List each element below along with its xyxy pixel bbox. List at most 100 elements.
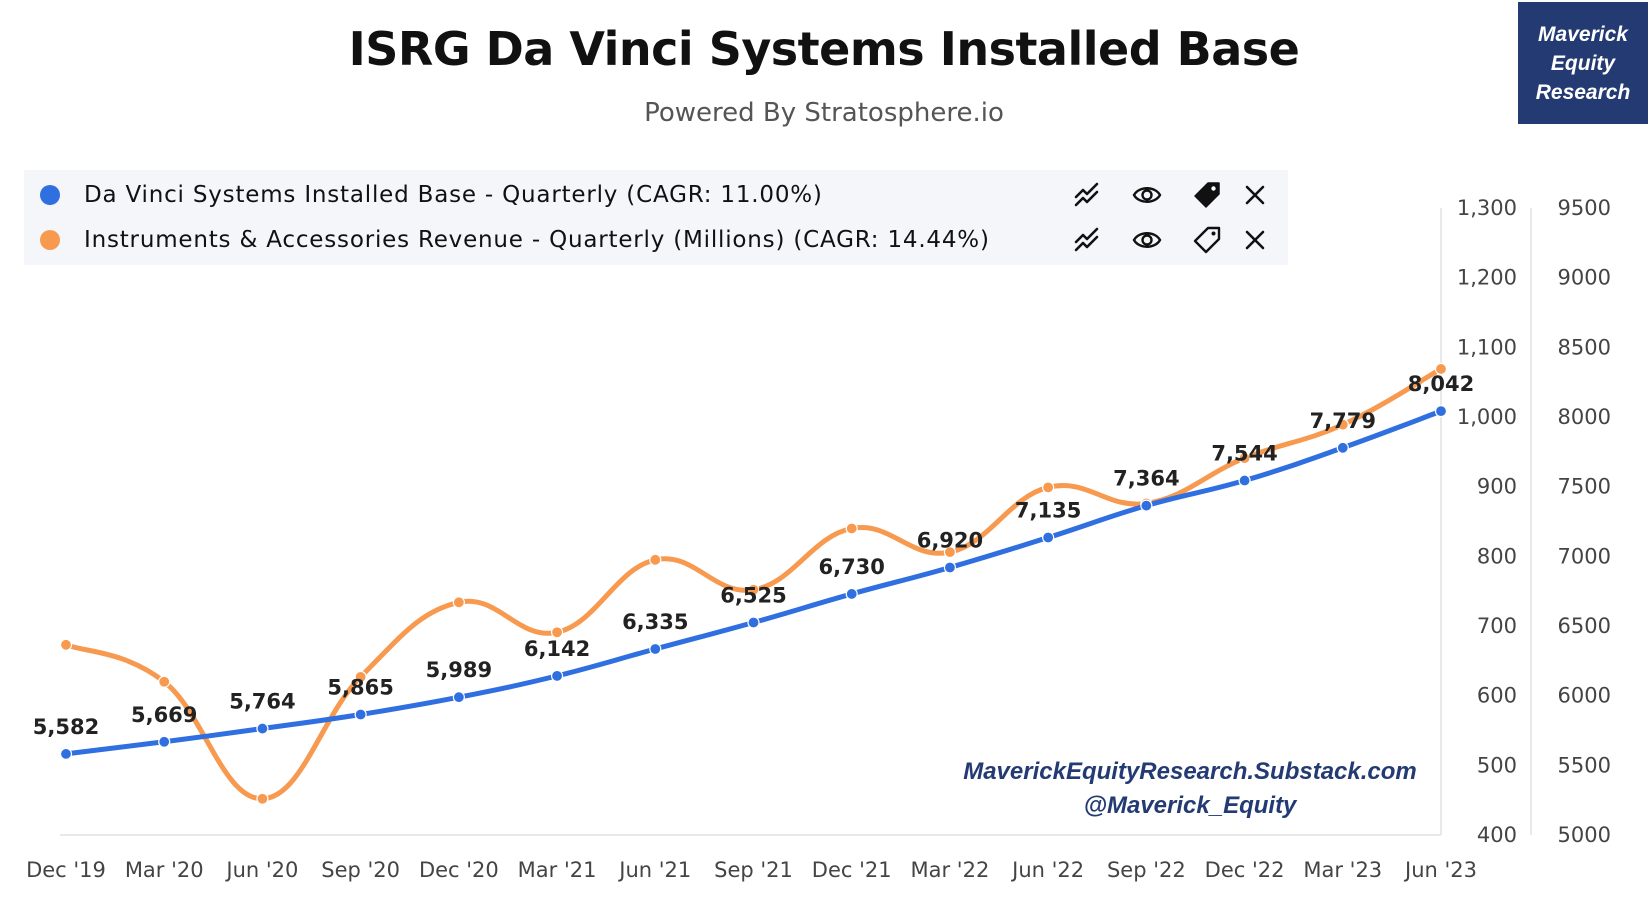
data-point-revenue — [1042, 481, 1055, 494]
y-tick-label-inner: 500 — [1477, 753, 1517, 777]
tag-filled-icon[interactable] — [1190, 178, 1224, 212]
data-point-installed-base — [943, 561, 957, 574]
data-point-installed-base — [747, 616, 760, 629]
data-point-revenue — [256, 792, 269, 805]
data-point-revenue — [845, 522, 858, 535]
x-tick-label: Jun '20 — [224, 858, 298, 882]
x-tick-label: Dec '21 — [812, 858, 892, 882]
data-point-revenue — [452, 596, 465, 609]
x-tick-label: Dec '20 — [419, 858, 499, 882]
data-point-revenue — [354, 670, 367, 683]
x-tick-label: Sep '20 — [321, 858, 400, 882]
data-label-installed-base: 6,730 — [818, 555, 884, 579]
y-tick-label-outer: 6500 — [1558, 614, 1611, 638]
brand-logo: Maverick Equity Research — [1518, 2, 1648, 124]
legend-marker-installed-base — [40, 185, 60, 205]
x-tick-label: Mar '22 — [911, 858, 990, 882]
y-tick-label-outer: 5500 — [1558, 753, 1611, 777]
legend-label-installed-base: Da Vinci Systems Installed Base - Quarte… — [84, 182, 823, 208]
eye-icon[interactable] — [1130, 178, 1164, 212]
data-label-installed-base: 5,764 — [229, 690, 295, 714]
eye-icon[interactable] — [1130, 223, 1164, 257]
data-point-installed-base — [452, 691, 465, 704]
close-icon[interactable] — [1238, 223, 1272, 257]
trend-icon[interactable] — [1070, 223, 1104, 257]
data-point-installed-base — [1336, 441, 1349, 454]
data-label-installed-base: 6,142 — [524, 637, 590, 661]
data-point-installed-base — [1140, 499, 1153, 512]
data-point-revenue — [747, 583, 760, 596]
legend-item-revenue[interactable]: Instruments & Accessories Revenue - Quar… — [24, 220, 1288, 260]
data-point-installed-base — [649, 642, 662, 656]
data-label-installed-base: 6,335 — [622, 610, 688, 634]
y-tick-label-inner: 700 — [1477, 614, 1517, 638]
y-tick-label-outer: 9000 — [1558, 266, 1611, 290]
y-tick-label-outer: 6000 — [1558, 684, 1611, 708]
close-icon[interactable] — [1238, 178, 1272, 212]
data-point-revenue — [1238, 452, 1251, 465]
data-point-revenue — [1336, 418, 1349, 431]
x-tick-label: Jun '23 — [1403, 858, 1477, 882]
y-tick-label-inner: 600 — [1477, 684, 1517, 708]
data-label-installed-base: 5,989 — [426, 658, 492, 682]
y-tick-label-inner: 1,300 — [1457, 196, 1517, 220]
y-tick-label-inner: 900 — [1477, 475, 1517, 499]
x-tick-label: Jun '22 — [1010, 858, 1084, 882]
y-tick-label-inner: 1,100 — [1457, 335, 1517, 359]
data-label-installed-base: 5,865 — [327, 675, 393, 699]
data-point-revenue — [550, 626, 564, 639]
chart-subtitle: Powered By Stratosphere.io — [644, 98, 1004, 128]
data-point-installed-base — [1238, 474, 1251, 487]
y-tick-label-outer: 8000 — [1558, 405, 1611, 429]
series-line-revenue — [63, 366, 1444, 802]
y-tick-label-outer: 8500 — [1558, 335, 1611, 359]
data-point-installed-base — [256, 722, 269, 735]
legend-item-installed-base[interactable]: Da Vinci Systems Installed Base - Quarte… — [24, 175, 1288, 215]
series-line-installed-base — [63, 408, 1444, 757]
y-tick-label-inner: 1,000 — [1457, 405, 1517, 429]
data-point-revenue — [158, 675, 171, 688]
data-label-installed-base: 7,364 — [1113, 467, 1179, 491]
data-label-installed-base: 7,135 — [1015, 499, 1081, 523]
data-point-installed-base — [1434, 405, 1448, 418]
x-tick-label: Mar '21 — [518, 858, 597, 882]
data-point-revenue — [649, 553, 662, 566]
trend-icon[interactable] — [1070, 178, 1104, 212]
data-label-installed-base: 7,779 — [1310, 409, 1376, 433]
chart-legend: Da Vinci Systems Installed Base - Quarte… — [24, 170, 1288, 265]
chart-title: ISRG Da Vinci Systems Installed Base — [348, 22, 1300, 76]
x-tick-label: Jun '21 — [617, 858, 691, 882]
data-point-installed-base — [845, 587, 858, 601]
data-point-installed-base — [158, 735, 171, 748]
data-label-installed-base: 5,669 — [131, 703, 197, 727]
data-point-installed-base — [550, 669, 564, 682]
data-point-revenue — [1434, 362, 1448, 376]
x-tick-label: Sep '22 — [1107, 858, 1186, 882]
x-tick-label: Dec '22 — [1205, 858, 1285, 882]
x-tick-label: Mar '23 — [1303, 858, 1382, 882]
tag-outline-icon[interactable] — [1190, 223, 1224, 257]
x-tick-label: Sep '21 — [714, 858, 793, 882]
data-label-installed-base: 8,042 — [1408, 372, 1474, 396]
data-point-installed-base — [1042, 531, 1055, 544]
data-point-revenue — [943, 546, 957, 559]
y-tick-label-outer: 7000 — [1558, 544, 1611, 568]
data-point-installed-base — [59, 747, 73, 761]
data-point-revenue — [59, 638, 73, 651]
y-tick-label-outer: 5000 — [1558, 823, 1611, 847]
x-tick-label: Mar '20 — [125, 858, 204, 882]
watermark-website: MaverickEquityResearch.Substack.com — [963, 758, 1417, 785]
brand-line: Maverick — [1538, 22, 1628, 46]
y-tick-label-inner: 1,200 — [1457, 266, 1517, 290]
y-tick-label-outer: 7500 — [1558, 475, 1611, 499]
brand-line: Equity — [1550, 51, 1616, 75]
legend-label-revenue: Instruments & Accessories Revenue - Quar… — [84, 227, 990, 253]
legend-marker-revenue — [40, 230, 60, 250]
data-label-installed-base: 6,920 — [917, 528, 983, 552]
x-tick-label: Dec '19 — [26, 858, 106, 882]
data-label-installed-base: 7,544 — [1211, 442, 1277, 466]
data-label-installed-base: 5,582 — [33, 715, 99, 739]
data-label-installed-base: 6,525 — [720, 584, 786, 608]
watermark-handle: @Maverick_Equity — [1083, 792, 1297, 819]
